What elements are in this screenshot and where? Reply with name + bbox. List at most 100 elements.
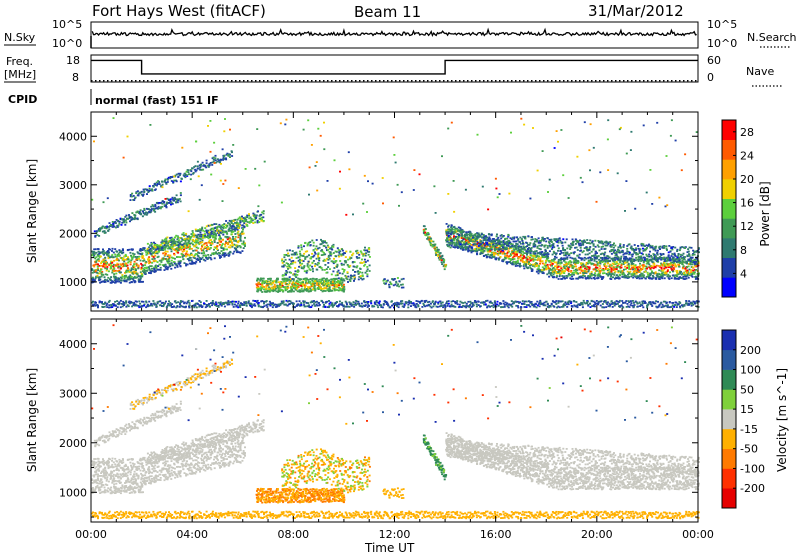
power-cell bbox=[504, 238, 506, 241]
power-cell bbox=[207, 241, 210, 244]
power-cell bbox=[677, 263, 680, 266]
power-cell bbox=[563, 257, 566, 260]
power-cell bbox=[216, 245, 219, 248]
power-cell bbox=[115, 259, 118, 262]
power-cell bbox=[155, 244, 158, 246]
power-cell bbox=[331, 248, 334, 251]
power-cell bbox=[128, 214, 130, 216]
power-cell bbox=[201, 161, 204, 164]
power-cell bbox=[506, 241, 509, 244]
power-cell bbox=[445, 239, 448, 242]
power-cell bbox=[394, 283, 397, 286]
power-cell bbox=[122, 221, 125, 224]
freq-panel: Freq. [MHz] 18 8 60 0 Nave bbox=[4, 54, 782, 87]
power-cell bbox=[186, 175, 189, 177]
power-cell bbox=[104, 267, 107, 270]
power-cell bbox=[150, 244, 153, 247]
power-cell bbox=[503, 252, 506, 255]
power-cell bbox=[243, 220, 246, 223]
power-cell bbox=[151, 204, 154, 206]
power-cell bbox=[443, 259, 446, 262]
power-cell bbox=[134, 277, 137, 279]
power-cell bbox=[592, 262, 595, 265]
power-cell bbox=[137, 194, 140, 197]
power-cell bbox=[467, 247, 470, 250]
power-cell bbox=[153, 252, 156, 255]
power-cell bbox=[604, 256, 607, 259]
power-cell bbox=[511, 243, 514, 246]
power-cell bbox=[293, 253, 296, 256]
power-cell bbox=[149, 189, 152, 192]
power-cell bbox=[516, 261, 519, 263]
power-cell bbox=[666, 270, 669, 272]
power-cell bbox=[181, 238, 184, 241]
station-title: Fort Hays West (fitACF) bbox=[92, 2, 266, 20]
power-cell bbox=[266, 283, 269, 285]
power-cell bbox=[285, 277, 288, 280]
power-cell bbox=[189, 169, 192, 171]
power-cell bbox=[682, 265, 685, 268]
power-cell bbox=[483, 243, 486, 245]
power-cell bbox=[201, 235, 204, 237]
power-cell bbox=[261, 218, 263, 221]
power-cell bbox=[634, 264, 637, 266]
power-cell bbox=[342, 253, 345, 256]
power-cell bbox=[614, 263, 617, 265]
power-cell bbox=[306, 263, 309, 265]
power-cell bbox=[445, 233, 448, 236]
power-cell bbox=[242, 242, 245, 244]
power-cell bbox=[113, 225, 116, 228]
power-cell bbox=[491, 238, 494, 240]
power-cell bbox=[577, 262, 580, 264]
power-cell bbox=[630, 260, 632, 263]
power-cell bbox=[154, 254, 157, 257]
power-cell bbox=[490, 248, 493, 251]
power-cell bbox=[358, 253, 361, 256]
power-cell bbox=[393, 278, 396, 280]
power-cell bbox=[175, 173, 178, 176]
power-cell bbox=[557, 260, 560, 263]
power-cell bbox=[423, 225, 426, 228]
power-cell bbox=[528, 244, 531, 246]
power-cell bbox=[161, 241, 164, 243]
power-cell bbox=[516, 264, 519, 267]
power-cell bbox=[95, 231, 98, 234]
power-cell bbox=[125, 271, 128, 274]
power-cell bbox=[446, 237, 449, 240]
power-cell bbox=[211, 241, 213, 243]
power-cell bbox=[678, 258, 681, 261]
power-cell bbox=[622, 275, 625, 278]
power-cell bbox=[446, 240, 449, 243]
power-cell bbox=[327, 282, 330, 284]
power-cell bbox=[332, 278, 335, 281]
power-cell bbox=[341, 289, 344, 292]
power-cell bbox=[527, 244, 530, 246]
power-cell bbox=[601, 258, 604, 261]
power-cell bbox=[467, 249, 470, 251]
power-cell bbox=[350, 257, 353, 259]
power-cell bbox=[343, 269, 346, 271]
power-cell bbox=[299, 254, 302, 257]
power-cell bbox=[286, 255, 289, 257]
power-cell bbox=[611, 273, 614, 275]
power-cell bbox=[502, 241, 505, 244]
power-cell bbox=[498, 240, 501, 243]
power-cell bbox=[609, 260, 612, 262]
power-cell bbox=[179, 241, 181, 244]
power-cell bbox=[171, 247, 174, 249]
power-cell bbox=[192, 243, 194, 246]
power-cell bbox=[225, 242, 228, 244]
power-cell bbox=[241, 250, 244, 252]
power-cell bbox=[121, 263, 124, 265]
power-cell bbox=[117, 252, 120, 255]
power-cell bbox=[596, 266, 599, 269]
power-cell bbox=[178, 242, 181, 245]
power-cell bbox=[532, 254, 535, 257]
power-cell bbox=[293, 252, 296, 254]
power-cell bbox=[195, 261, 198, 263]
power-cell bbox=[311, 279, 314, 282]
power-cell bbox=[312, 270, 314, 273]
power-cell bbox=[294, 282, 297, 284]
power-cell bbox=[321, 288, 324, 290]
power-cell bbox=[314, 251, 316, 254]
